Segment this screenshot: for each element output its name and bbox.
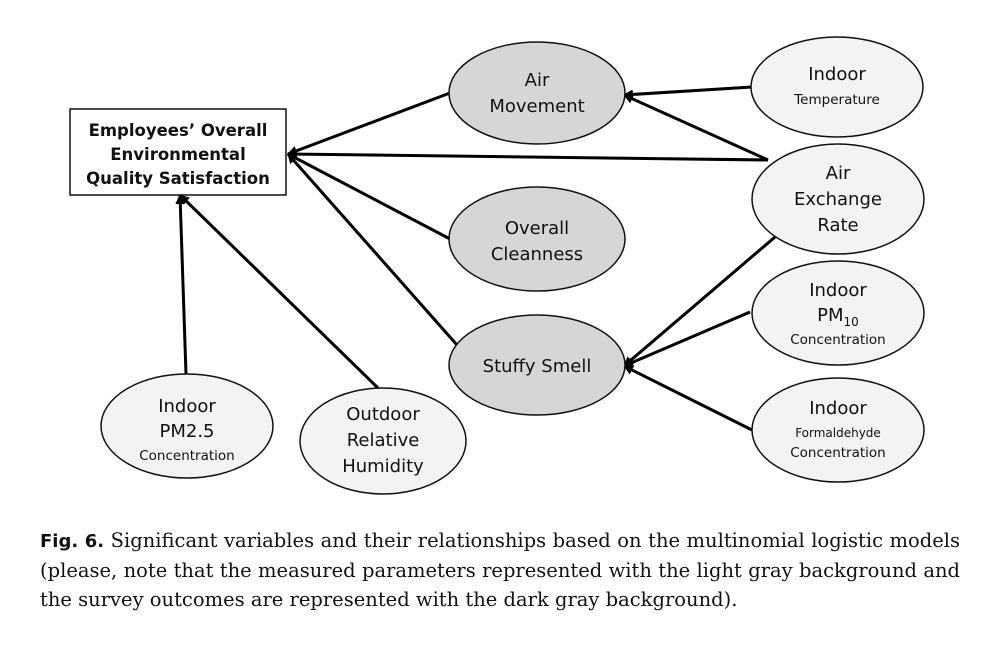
- node-pm25-line-2: PM2.5: [159, 421, 214, 442]
- node-cleanness-line-2: Cleanness: [491, 244, 583, 265]
- node-temperature-line-2: Temperature: [793, 92, 880, 108]
- edge-pm10-to-stuffy-smell: [623, 310, 751, 368]
- edge-air-movement-to-satisfaction: [287, 91, 451, 156]
- edge-temperature-to-air-movement: [623, 85, 753, 100]
- target-line-3: Quality Satisfaction: [86, 169, 270, 188]
- node-air-movement-line-1: Air: [525, 70, 550, 91]
- node-overall-cleanness: Overall Cleanness: [448, 186, 626, 292]
- edge-air-exchange-to-air-movement: [623, 93, 769, 162]
- node-formaldehyde-line-1: Indoor: [809, 398, 867, 419]
- node-stuffy-smell-label: Stuffy Smell: [483, 356, 592, 377]
- node-pm10-line-3: Concentration: [790, 332, 886, 348]
- edge-humidity-to-satisfaction: [178, 193, 380, 390]
- node-formaldehyde-line-2: Formaldehyde: [795, 426, 881, 440]
- node-indoor-formaldehyde: Indoor Formaldehyde Concentration: [751, 377, 925, 483]
- edge-stuffy-smell-to-satisfaction: [286, 153, 459, 346]
- caption-label: Fig. 6.: [40, 531, 105, 552]
- figure-caption: Fig. 6. Significant variables and their …: [40, 526, 960, 614]
- node-outdoor-humidity: Outdoor Relative Humidity: [299, 387, 467, 495]
- node-air-movement: Air Movement: [448, 41, 626, 145]
- node-air-exchange-line-2: Exchange: [794, 189, 882, 210]
- edge-formaldehyde-to-stuffy-smell: [623, 364, 753, 432]
- relationship-diagram: Employees’ Overall Environmental Quality…: [69, 36, 925, 495]
- target-line-2: Environmental: [110, 145, 245, 164]
- node-formaldehyde-line-3: Concentration: [790, 445, 886, 461]
- node-indoor-pm10: Indoor PM10 Concentration: [751, 260, 925, 366]
- node-pm10-line-1: Indoor: [809, 280, 867, 301]
- target-box: Employees’ Overall Environmental Quality…: [69, 108, 287, 196]
- caption-text: Significant variables and their relation…: [40, 529, 961, 611]
- node-cleanness-line-1: Overall: [505, 218, 569, 239]
- node-air-exchange-rate: Air Exchange Rate: [751, 143, 925, 255]
- edge-pm25-to-satisfaction: [175, 194, 188, 375]
- edge-cleanness-to-satisfaction: [287, 152, 453, 242]
- node-humidity-line-1: Outdoor: [346, 404, 420, 425]
- node-air-movement-line-2: Movement: [489, 96, 584, 117]
- node-humidity-line-2: Relative: [347, 430, 420, 451]
- edge-air-exchange-to-stuffy-smell: [623, 235, 776, 368]
- target-line-1: Employees’ Overall: [89, 121, 268, 140]
- edge-air-exchange-to-satisfaction: [287, 149, 769, 162]
- node-air-exchange-line-1: Air: [826, 163, 851, 184]
- node-air-exchange-line-3: Rate: [817, 215, 858, 236]
- node-stuffy-smell: Stuffy Smell: [448, 314, 626, 416]
- node-temperature-line-1: Indoor: [808, 64, 866, 85]
- node-humidity-line-3: Humidity: [342, 456, 424, 477]
- node-pm10-line-2: PM10: [817, 305, 859, 329]
- node-indoor-pm25: Indoor PM2.5 Concentration: [100, 373, 274, 479]
- node-pm25-line-1: Indoor: [158, 396, 216, 417]
- node-indoor-temperature: Indoor Temperature: [750, 36, 924, 138]
- node-pm25-line-3: Concentration: [139, 448, 235, 464]
